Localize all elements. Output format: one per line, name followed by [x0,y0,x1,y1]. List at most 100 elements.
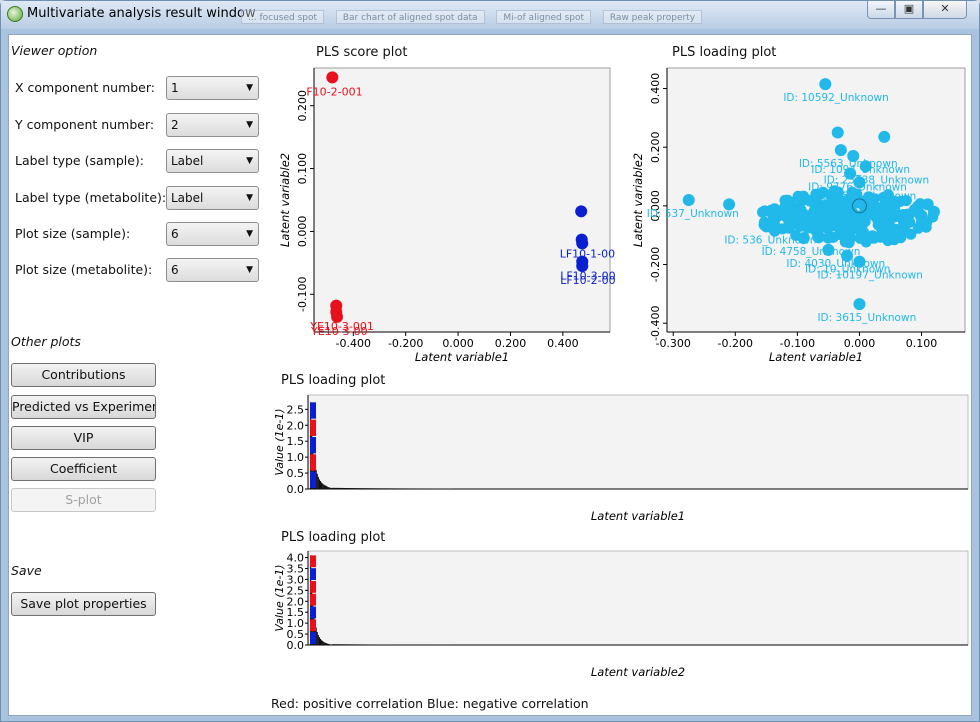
close-button[interactable]: ✕ [923,1,967,19]
loading-bar [327,487,329,489]
maximize-button[interactable]: ▣ [895,1,923,19]
loading-bar [404,488,407,489]
loading-bar [332,487,335,489]
metabolite-point [840,195,852,207]
loading-bar [335,487,338,489]
y-component-select[interactable]: 2 ▼ [166,113,259,137]
sample-label: LF10-1-001 [560,248,616,261]
dropdown-arrow-icon: ▼ [246,265,253,275]
loading-bar [332,644,335,645]
metabolite-point [927,205,940,218]
loading-bar [395,488,398,489]
metabolite-label: ID: 10592_Unknown [783,92,888,104]
metabolite-point [882,235,894,247]
y-component-value: 2 [171,118,179,132]
sample-label: F10-2-001 [306,85,362,98]
loading-bar [383,488,386,489]
metabolite-point [822,232,834,244]
metabolite-label: ID: 2571_Unknown [817,190,916,202]
metabolite-label: ID: 537_Unknown [647,208,739,220]
loading-bar [315,627,317,645]
plot-size-sample-select[interactable]: 6 ▼ [166,222,259,246]
save-plot-properties-button[interactable]: Save plot properties [11,592,156,616]
metabolite-label: ID: 1094_Unknown [811,164,910,176]
loading-bar [322,483,324,489]
x-axis-title: Latent variable1 [591,509,685,523]
y-tick-label: 0.0 [287,483,305,496]
y-tick-label: 0.000 [649,190,662,222]
metabolite-label: ID: 4758_Unknown [762,246,861,258]
viewer-option-heading: Viewer option [11,43,98,58]
loading-bar [365,644,368,645]
background-tab: Bar chart of aligned spot data [335,10,485,24]
vip-button[interactable]: VIP [11,426,156,450]
loading-bar [356,644,359,645]
label-type-sample-select[interactable]: Label ▼ [166,149,259,173]
metabolite-point [900,195,912,207]
loading-bar [329,487,331,489]
metabolite-point [682,194,695,206]
plot-area [313,67,611,333]
contributions-button[interactable]: Contributions [11,363,156,387]
y-tick-label: 4.0 [287,552,305,565]
loading-bar-chart-1[interactable]: 2.5 2.0 1.5 1.0 0.5 0.0 Latent variable1 Value … [271,391,971,525]
sample-label: YE10-3-001 [309,320,374,333]
metabolite-point [878,191,890,203]
y-tick-label: 3.0 [287,573,305,586]
metabolite-point [863,191,875,203]
metabolite-point [769,220,781,232]
minimize-button[interactable]: — [867,1,895,19]
y-tick-label: -0.400 [649,305,662,340]
y-tick-label: 0.000 [296,216,309,248]
y-tick-label: 0.400 [649,73,662,105]
s-plot-button[interactable]: S-plot [11,488,156,512]
sample-label: LF10-2-00 [560,274,615,287]
x-tick-label: 0.200 [495,337,527,350]
metabolite-point [834,144,847,157]
label-type-metabolite-select[interactable]: Label ▼ [166,186,259,210]
x-tick-label: -0.300 [655,337,690,350]
metabolite-point [812,231,824,243]
loading-bar [322,641,324,645]
y-tick-label: 0.200 [296,90,309,122]
y-tick-label: 1.5 [287,606,305,619]
x-tick-label: -0.400 [336,337,371,350]
loading-bar [434,488,437,489]
label-type-sample-value: Label [171,154,204,168]
loading-plot-chart[interactable]: -0.300 -0.200 -0.100 0.000 0.100 0.400 0.200 0.… [629,61,971,371]
metabolite-point [876,223,888,235]
score-plot-chart[interactable]: -0.400 -0.200 0.000 0.200 0.400 0.200 0.100 0.0… [271,61,616,371]
x-axis-title: Latent variable1 [769,350,863,364]
loading-bar [327,643,329,645]
metabolite-label: ID: 536_Unknown [724,234,816,246]
predicted-vs-experimental-button[interactable]: Predicted vs Experimen [11,395,156,419]
loading-bar [326,643,328,645]
loading-bar-chart-2[interactable]: 4.03.53.02.52.01.51.00.50.0 Latent variab… [271,547,971,681]
plot-size-metabolite-select[interactable]: 6 ▼ [166,258,259,282]
loading-bar-segment [310,555,316,568]
loading-bar [428,488,431,489]
app-leaf-icon [7,6,23,22]
sample-label: LF10-3-00 [560,270,615,283]
dropdown-arrow-icon: ▼ [246,193,253,203]
x-component-select[interactable]: 1 ▼ [166,76,259,100]
title-bar[interactable]: Multivariate analysis result window ... … [1,1,979,29]
metabolite-point [834,225,846,237]
sample-point [576,260,589,272]
loading-bar [371,644,374,645]
loading-bar-segment [310,606,316,619]
loading-bar [329,644,331,645]
loading-bar [362,488,365,489]
coefficient-button[interactable]: Coefficient [11,457,156,481]
plot-size-sample-label: Plot size (sample): [15,226,131,241]
metabolite-point [853,298,866,311]
metabolite-point [778,202,791,215]
y-tick-label: -0.100 [296,277,309,312]
loading-bar [362,644,365,645]
label-type-sample-label: Label type (sample): [15,153,145,168]
metabolite-point [843,212,855,224]
loading-bar [347,644,350,645]
loading-bar [374,644,377,645]
metabolite-point [854,225,866,237]
background-tabs: ... focused spot Bar chart of aligned sp… [241,9,710,24]
